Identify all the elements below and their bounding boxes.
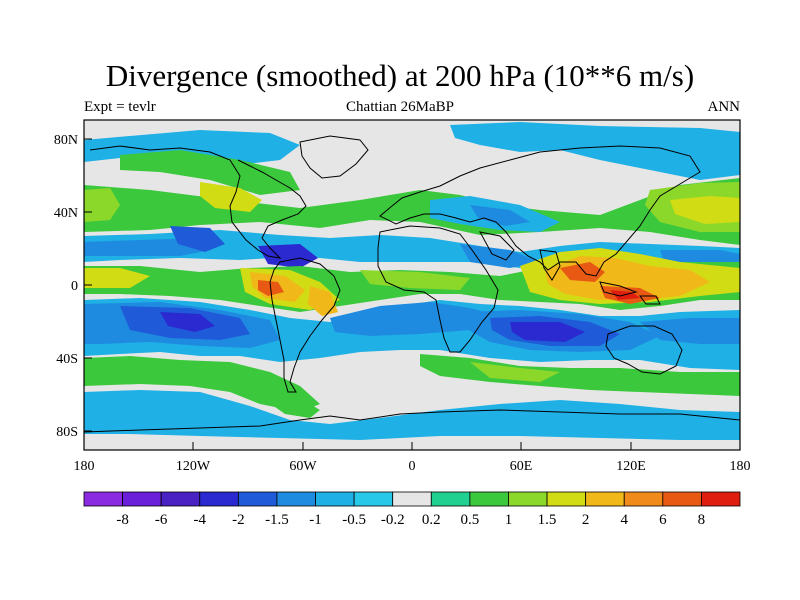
contour-sh-blue-australia	[640, 318, 740, 344]
contour-sh-lightgreen-indian	[470, 362, 560, 382]
contour-nh-darkblue-pacific	[170, 226, 225, 252]
colorbar-label: -0.5	[342, 512, 366, 528]
contour-nh-yellow-pacific-east	[670, 196, 740, 224]
x-tick-label: 60W	[289, 459, 317, 474]
x-tick-label: 0	[409, 459, 416, 474]
contour-sh-indigo-indian	[510, 322, 585, 342]
coast-antarctica	[84, 409, 740, 433]
colorbar-label: -8	[116, 512, 129, 528]
coast-arabia	[479, 231, 515, 261]
contour-sh-blue-atlantic	[330, 302, 500, 336]
colorbar-label: 1.5	[538, 512, 557, 528]
coast-india	[539, 249, 561, 281]
map-plot-area	[84, 120, 740, 450]
axis-ticks	[83, 138, 741, 450]
coast-australia	[605, 325, 683, 375]
colorbar-label: -2	[232, 512, 245, 528]
coast-eurasia	[379, 145, 701, 277]
colorbar-label: 6	[659, 512, 667, 528]
colorbar-label: -0.2	[381, 512, 405, 528]
colorbar-swatch	[122, 491, 162, 507]
season-label: ANN	[707, 99, 741, 115]
y-tick-label: 0	[71, 279, 78, 294]
y-tick-label: 40S	[56, 352, 78, 367]
colorbar-swatch	[353, 491, 394, 507]
contour-arctic-green	[120, 150, 300, 195]
colorbar-swatch	[430, 491, 471, 507]
colorbar-label: 4	[620, 512, 628, 528]
coast-maritime-continent	[599, 281, 661, 305]
colorbar-swatch	[623, 491, 664, 507]
contour-nh-yellow-atlantic	[200, 182, 262, 212]
colorbar-swatch	[546, 491, 587, 507]
colorbar-swatch	[315, 491, 355, 507]
colorbar-swatch	[237, 491, 278, 507]
contour-arctic-cyan-east	[450, 122, 740, 180]
x-tick-label: 120E	[616, 459, 646, 474]
colorbar-swatch	[160, 491, 201, 507]
colorbar: -8 -6 -4 -2 -1.5 -1 -0.5 -0.2 0.2 0.5 1 1.5 2 4 6 8	[83, 491, 741, 528]
contour-nh-blue-asia	[470, 205, 530, 226]
contour-nh-darkblue-caribbean	[258, 244, 318, 268]
x-tick-label: 60E	[510, 459, 533, 474]
colorbar-label: -1.5	[265, 512, 289, 528]
contour-nh-lightgreen-west	[84, 188, 120, 222]
colorbar-label: 0.5	[461, 512, 480, 528]
contour-nh-green-band	[84, 178, 740, 245]
contour-sh-indigo-pacific	[160, 312, 215, 332]
y-tick-label: 40N	[54, 206, 78, 221]
y-tick-label: 80N	[54, 133, 78, 148]
coast-north-america	[89, 145, 307, 259]
contour-equatorial-orange-atlantic	[308, 286, 338, 316]
coast-greenland	[299, 135, 369, 179]
contour-sh-green-patagonia	[268, 390, 320, 418]
colorbar-swatch	[701, 491, 741, 507]
contour-sh-green-band	[84, 356, 320, 412]
colorbar-swatch	[508, 491, 548, 507]
colorbar-label: -4	[194, 512, 207, 528]
map-title: Divergence (smoothed) at 200 hPa (10**6 …	[105, 58, 695, 93]
colorbar-swatch	[276, 491, 316, 507]
contour-equatorial-lightgreen-africa	[360, 270, 470, 290]
contour-sh-green-indian	[420, 354, 740, 396]
y-tick-label: 80S	[56, 425, 78, 440]
contour-equatorial-yellow-pacific	[84, 268, 150, 288]
x-tick-label: 180	[730, 459, 751, 474]
experiment-label: Expt = tevlr	[84, 99, 156, 115]
coastlines	[84, 135, 740, 433]
coast-africa	[377, 225, 499, 353]
colorbar-label: 2	[582, 512, 590, 528]
colorbar-label: 8	[698, 512, 706, 528]
colorbar-swatch	[585, 491, 625, 507]
colorbar-swatch	[83, 491, 123, 507]
coast-south-america	[269, 257, 341, 393]
period-label: Chattian 26MaBP	[346, 99, 454, 115]
colorbar-swatch	[392, 491, 432, 507]
contour-equatorial-red-indian	[560, 262, 605, 282]
x-tick-label: 120W	[176, 459, 211, 474]
colorbar-swatch	[199, 491, 239, 507]
colorbar-label: 0.2	[422, 512, 441, 528]
colorbar-swatch	[662, 491, 702, 507]
colorbar-label: -6	[155, 512, 168, 528]
colorbar-label: 1	[505, 512, 513, 528]
x-tick-label: 180	[74, 459, 95, 474]
contour-sh-cyan-southern	[84, 390, 740, 440]
colorbar-label: -1	[309, 512, 322, 528]
colorbar-swatch	[469, 491, 509, 507]
